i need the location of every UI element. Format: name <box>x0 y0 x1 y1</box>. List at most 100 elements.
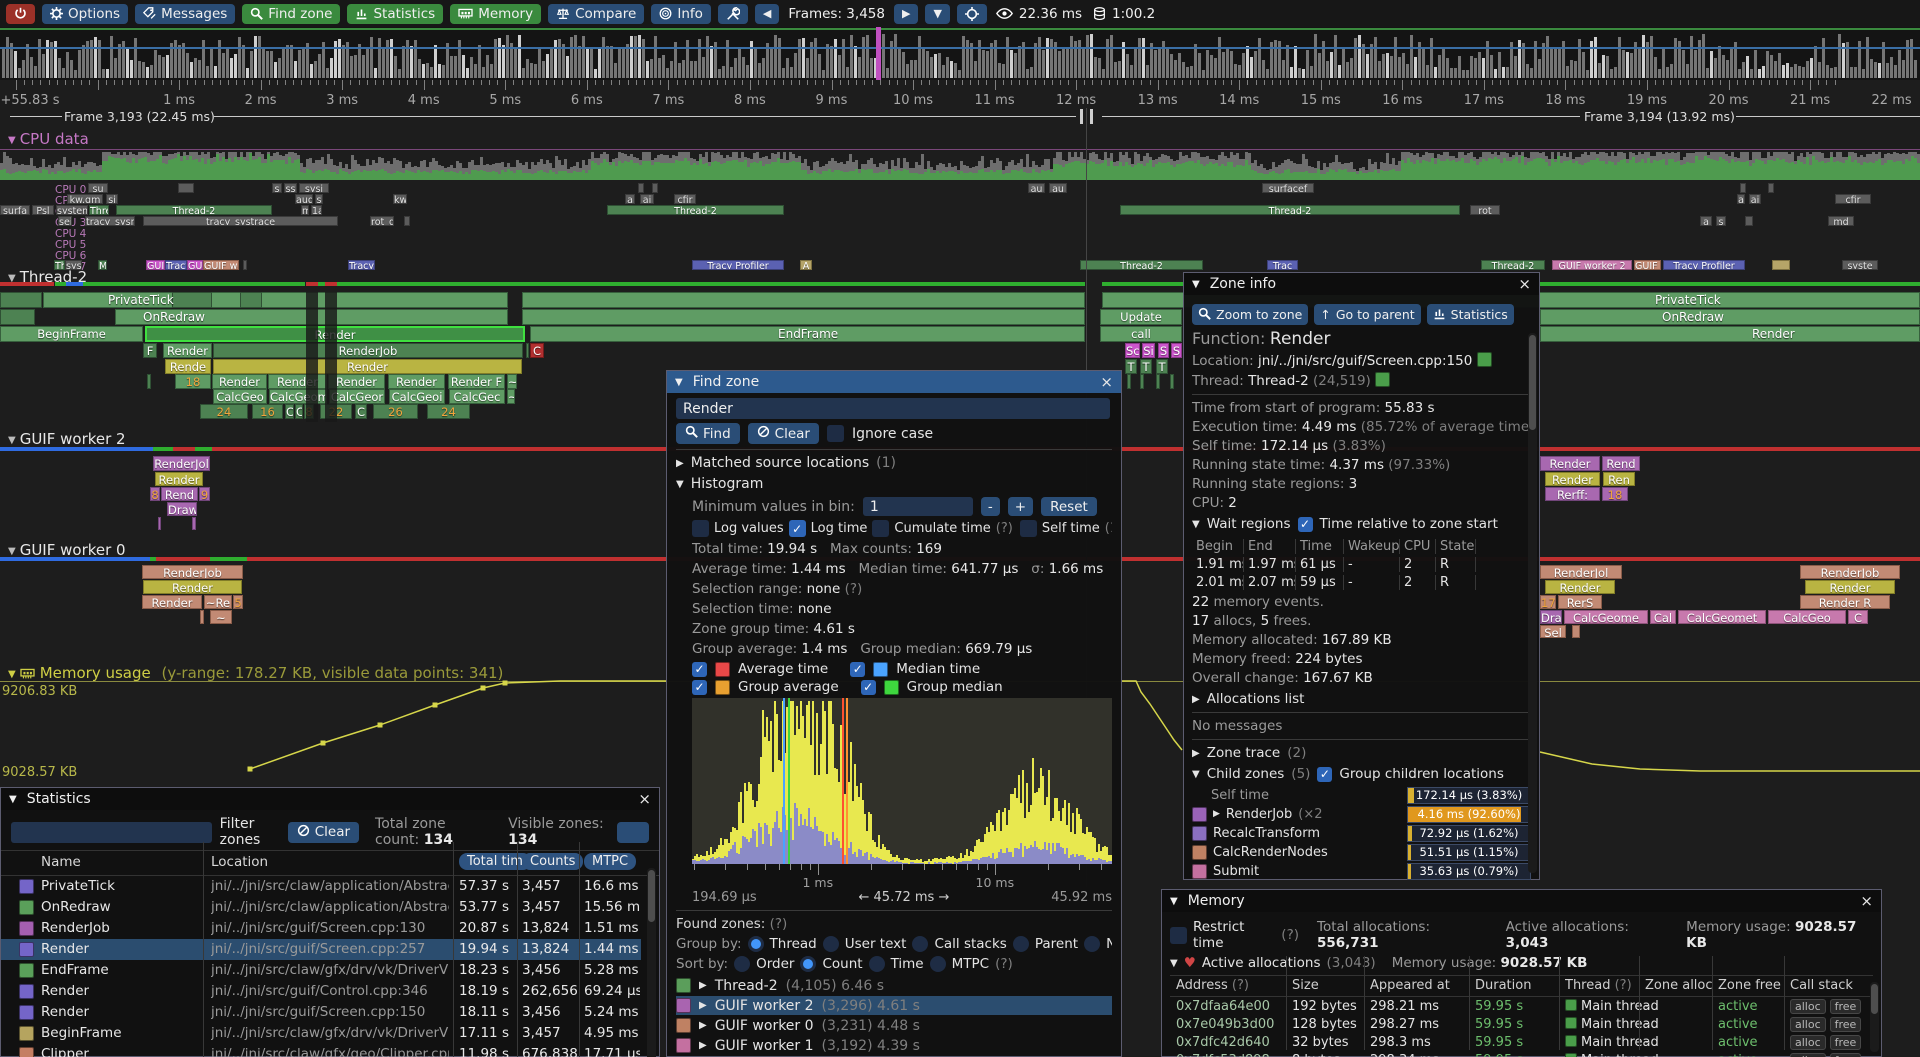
zone-CalcGeome[interactable]: CalcGeome <box>269 389 327 404</box>
zone-block[interactable] <box>178 183 194 193</box>
close-icon[interactable]: × <box>1860 892 1873 910</box>
expand-icon[interactable]: ▶ <box>699 1020 707 1031</box>
zone-~[interactable]: ~ <box>507 389 515 404</box>
zone-Render[interactable]: Render <box>268 374 327 389</box>
found-zone-group[interactable]: ▶ GUIF worker 1 (3,192) 4.39 s <box>676 1036 1112 1055</box>
wait-col-end[interactable]: End <box>1244 538 1296 554</box>
zone-surfacef[interactable]: surfacef <box>1262 183 1314 193</box>
zone-block[interactable] <box>1540 326 1920 342</box>
wait-col-state[interactable]: State <box>1436 538 1476 554</box>
zone-5[interactable]: 5 <box>233 595 243 609</box>
prev-frame-button[interactable]: ◀ <box>754 3 780 24</box>
zone-1a[interactable]: 1a <box>311 205 322 215</box>
zone-BeginFrame[interactable]: BeginFrame <box>0 326 143 342</box>
collapse-icon[interactable]: ▼ <box>675 376 683 388</box>
radio-time[interactable] <box>868 956 885 972</box>
zone-block[interactable] <box>243 260 247 270</box>
zone-block[interactable] <box>158 517 161 530</box>
find-zone-titlebar[interactable]: ▼ Find zone × <box>667 371 1121 393</box>
zone-CalcGeome[interactable]: CalcGeome <box>1564 610 1648 624</box>
mem-alloc-row[interactable]: 0x7e049b3d00 128 bytes 298.27 ms 59.95 s Mai… <box>1170 1017 1873 1035</box>
collapse-icon[interactable]: ▼ <box>9 793 17 805</box>
zone-block[interactable] <box>1772 260 1790 270</box>
zoom-to-zone-button[interactable]: Zoom to zone <box>1192 304 1309 325</box>
clear-filter-button[interactable]: Clear <box>287 821 360 843</box>
sort-column-total-tim[interactable]: Total tim <box>459 853 531 870</box>
radio-count[interactable] <box>800 956 817 972</box>
zone-block[interactable] <box>1170 374 1174 389</box>
callstack-alloc-button[interactable]: alloc <box>1790 1053 1826 1057</box>
zone-call[interactable]: call <box>1100 326 1182 342</box>
zone-surfa[interactable]: surfa <box>0 205 30 215</box>
zone-26[interactable]: 26 <box>373 404 418 419</box>
zone-Render[interactable]: Render <box>142 595 202 609</box>
zone-ai[interactable]: ai <box>640 194 654 204</box>
zone-Render[interactable]: Render <box>1540 456 1600 471</box>
checkbox-cumulate-time[interactable] <box>872 520 890 537</box>
thread-header-thread-2[interactable]: ▼ Thread-2 <box>8 268 88 286</box>
zone-block[interactable] <box>1745 216 1753 226</box>
zone-Render[interactable]: Render <box>388 374 445 389</box>
zone-18[interactable]: 18 <box>1602 487 1628 501</box>
frames-count-button[interactable]: Frames: 3,458 <box>786 4 887 24</box>
zone-cfir[interactable]: cfir <box>674 194 696 204</box>
radio-order[interactable] <box>734 956 751 972</box>
frame-label[interactable]: Frame 3,193 (22.45 ms) <box>64 109 215 124</box>
zone-8[interactable]: 8 <box>150 487 160 501</box>
mem-col-size[interactable]: Size <box>1292 978 1319 993</box>
tools-button[interactable] <box>717 3 748 24</box>
zone-sysk[interactable]: sysk <box>65 260 82 270</box>
zone-s[interactable]: s <box>315 194 323 204</box>
selected-frame-marker[interactable] <box>876 27 881 80</box>
radio-parent[interactable] <box>1012 936 1029 952</box>
power-button[interactable] <box>6 3 35 24</box>
callstack-free-button[interactable]: free <box>1829 1053 1862 1057</box>
next-frame-button[interactable]: ▶ <box>893 3 919 24</box>
zone-Tracy[interactable]: Tracy <box>165 260 187 270</box>
legend-checkbox[interactable]: ✓ <box>692 661 707 677</box>
zone-A[interactable]: A <box>800 260 812 270</box>
zone-C[interactable]: C <box>1848 610 1868 624</box>
zone-Render[interactable]: Render <box>1545 580 1615 594</box>
zone-Rerff:[interactable]: Rerff: <box>1545 487 1600 501</box>
zone-GUIF w[interactable]: GUIF w <box>1634 260 1661 270</box>
min-bin-input[interactable]: 1 <box>862 497 973 516</box>
zone-block[interactable] <box>1140 374 1144 389</box>
zone-CalcGeomet[interactable]: CalcGeomet <box>1678 610 1766 624</box>
zone-block[interactable] <box>1540 309 1920 325</box>
zone-sei[interactable]: sei <box>58 216 72 226</box>
zone-Render[interactable]: Render <box>163 343 212 358</box>
zone-info-titlebar[interactable]: ▼ Zone info × <box>1184 273 1539 295</box>
wait-col-wakeup[interactable]: Wakeup <box>1344 538 1400 554</box>
scrollbar[interactable] <box>1528 333 1537 873</box>
zone-ai[interactable]: ai <box>1749 194 1761 204</box>
zone-CalcGeo[interactable]: CalcGeo <box>213 389 267 404</box>
stats-row[interactable]: RenderJob jni/../jni/src/guif/Screen.cpp:… <box>1 918 641 939</box>
zone-24[interactable]: 24 <box>200 404 248 419</box>
legend-checkbox[interactable]: ✓ <box>850 661 866 677</box>
found-zone-group[interactable]: ▶ GUIF worker 0 (3,231) 4.48 s <box>676 1016 1112 1035</box>
zone-kw[interactable]: kw <box>393 194 407 204</box>
radio-mtpc[interactable] <box>929 956 946 972</box>
mem-col-duration[interactable]: Duration <box>1475 978 1532 993</box>
zone-S[interactable]: S <box>1158 343 1169 358</box>
zone-Sc[interactable]: Sc <box>1125 343 1140 358</box>
wait-col-time[interactable]: Time <box>1296 538 1344 554</box>
radio-no-grouping[interactable] <box>1084 936 1101 952</box>
zone-Render[interactable]: Render <box>328 374 385 389</box>
mem-col-address[interactable]: Address (?) <box>1176 978 1249 993</box>
zone-block[interactable] <box>0 309 35 325</box>
matched-source-locations[interactable]: ▶ Matched source locations (1) <box>676 455 896 471</box>
child-zone-row[interactable]: Self time 172.14 µs (3.83%) <box>1192 786 1531 804</box>
close-icon[interactable]: × <box>638 790 651 808</box>
find-button[interactable]: Find <box>676 423 740 444</box>
zone-block[interactable] <box>0 292 42 308</box>
zone-Trac[interactable]: Trac <box>1267 260 1298 270</box>
find-zone-button[interactable]: Find zone <box>242 3 341 24</box>
expand-icon[interactable]: ▶ <box>699 1040 707 1051</box>
mem-alloc-row[interactable]: 0x7dfaa64e00 192 bytes 298.21 ms 59.95 s Mai… <box>1170 999 1873 1017</box>
zone-m[interactable]: m <box>301 205 309 215</box>
zone-RenderJob[interactable]: RenderJob <box>1800 565 1900 579</box>
zone-syste[interactable]: syste <box>1842 260 1878 270</box>
zone-17[interactable]: 17 <box>1540 595 1556 609</box>
